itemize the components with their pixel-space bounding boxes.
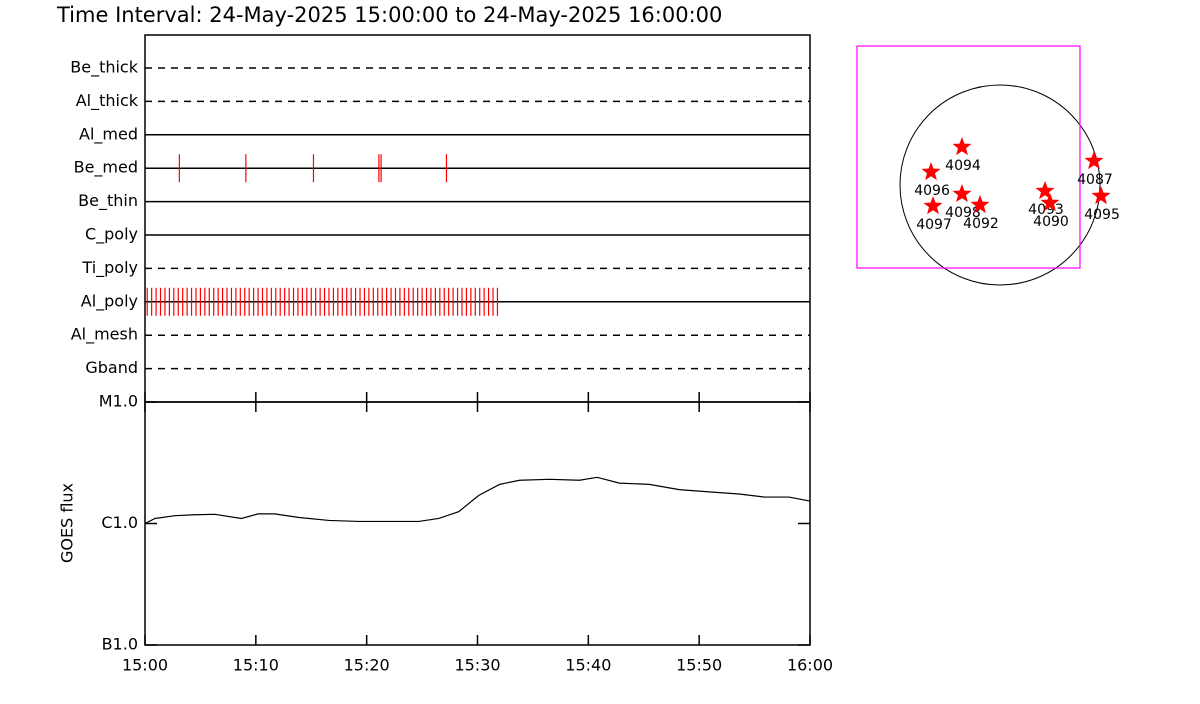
filter-label: Gband <box>85 358 138 377</box>
filter-label: Be_med <box>74 158 138 178</box>
active-region-label: 4087 <box>1077 172 1113 188</box>
filter-label: Be_thick <box>70 58 138 78</box>
active-region-label: 4093 <box>1028 202 1064 218</box>
active-region-label: 4096 <box>914 183 950 199</box>
active-region-star <box>952 137 972 156</box>
active-region-star <box>970 195 990 214</box>
active-region-star <box>952 184 972 202</box>
active-region-label: 4094 <box>945 158 981 174</box>
y-tick-label: M1.0 <box>99 392 138 411</box>
solar-limb <box>899 84 1101 286</box>
timeline-frame <box>144 34 811 403</box>
active-region-star <box>1035 181 1055 200</box>
filter-label: Al_med <box>79 124 138 144</box>
active-region-star <box>1084 151 1104 170</box>
filter-label: Al_poly <box>81 291 138 311</box>
y-axis-label: GOES flux <box>58 483 77 563</box>
x-tick-label: 15:40 <box>565 656 611 675</box>
x-tick-label: 15:10 <box>233 656 279 675</box>
goes-frame <box>144 401 811 646</box>
filter-label: Al_thick <box>76 91 139 111</box>
active-region-star <box>921 162 941 181</box>
filter-label: Ti_poly <box>81 258 138 278</box>
filter-label: Al_mesh <box>71 325 138 345</box>
x-tick-label: 15:20 <box>344 656 390 675</box>
filter-label: Be_thin <box>78 191 138 211</box>
active-region-star <box>1091 186 1111 205</box>
active-region-label: 4092 <box>963 216 999 232</box>
x-tick-label: 15:00 <box>122 656 168 675</box>
active-region-star <box>923 196 943 215</box>
x-tick-label: 15:30 <box>454 656 500 675</box>
active-region-label: 4098 <box>945 205 981 221</box>
x-tick-label: 15:50 <box>676 656 722 675</box>
active-region-star <box>1040 193 1060 212</box>
chart-title: Time Interval: 24-May-2025 15:00:00 to 2… <box>56 3 722 27</box>
y-tick-label: B1.0 <box>102 635 138 654</box>
active-region-label: 4090 <box>1033 214 1069 230</box>
active-region-label: 4097 <box>916 217 952 233</box>
xrt-fov <box>856 45 1081 269</box>
active-region-label: 4095 <box>1084 207 1120 223</box>
filter-label: C_poly <box>85 225 138 245</box>
goes-flux-line <box>144 476 811 525</box>
x-tick-label: 16:00 <box>787 656 833 675</box>
y-tick-label: C1.0 <box>101 513 138 532</box>
